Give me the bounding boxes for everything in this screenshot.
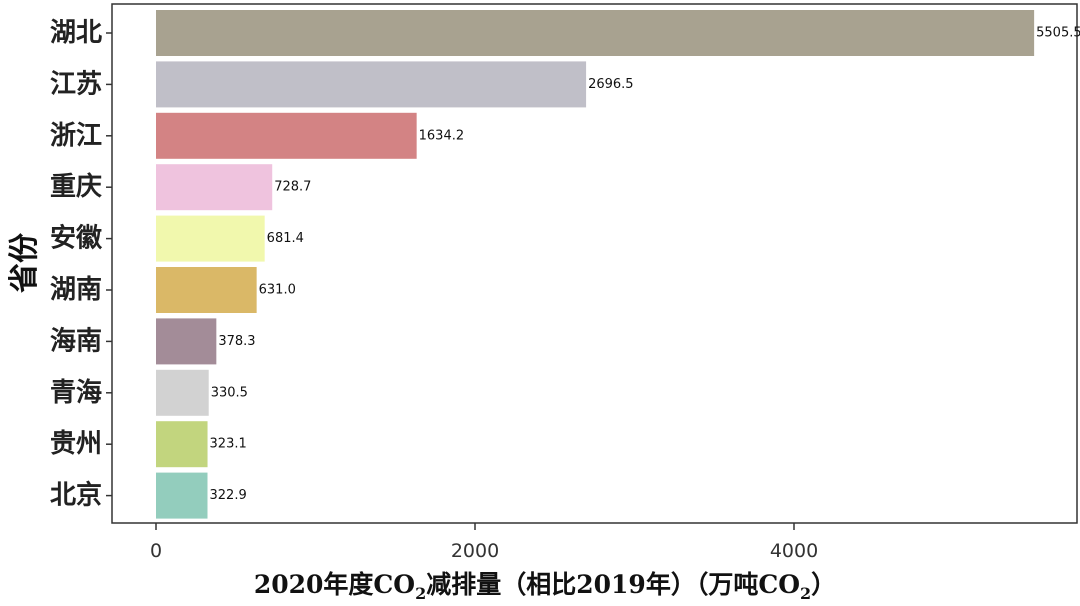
category-label: 湖南	[50, 275, 102, 305]
data-label: 322.9	[210, 488, 247, 503]
bar-6	[156, 267, 257, 313]
category-label: 青海	[50, 378, 102, 408]
x-axis-title-part3: ）	[811, 570, 836, 599]
x-axis-ticks: 0 2000 4000	[150, 523, 818, 562]
bar-5	[156, 215, 265, 262]
data-labels: 5505.5 2696.5 1634.2 728.7 681.4 631.0 378.3 33…	[210, 26, 1080, 504]
category-label: 重庆	[50, 171, 102, 202]
x-tick-label: 4000	[770, 540, 818, 562]
x-axis-title-subscript1: 2	[415, 584, 426, 603]
data-label: 5505.5	[1036, 26, 1080, 41]
data-label: 1634.2	[419, 128, 465, 143]
bar-2	[156, 61, 587, 108]
category-label: 北京	[50, 480, 102, 511]
category-label: 安徽	[50, 224, 103, 254]
bar-4	[156, 164, 273, 211]
x-axis-title-part1: 2020年度CO	[254, 570, 415, 599]
category-label: 海南	[50, 326, 102, 356]
data-label: 2696.5	[588, 77, 634, 92]
x-tick-label: 0	[150, 540, 162, 562]
x-axis-title-subscript2: 2	[800, 584, 811, 603]
data-label: 323.1	[210, 437, 247, 452]
bar-8	[156, 369, 209, 416]
bar-3	[156, 112, 417, 159]
x-tick-label: 2000	[451, 540, 499, 562]
y-axis-title: 省份	[7, 233, 42, 293]
bar-9	[156, 421, 208, 468]
plot-frame	[111, 3, 1078, 524]
category-label: 湖北	[50, 18, 102, 48]
category-label: 江苏	[50, 69, 102, 99]
x-axis-title: 2020年度CO2减排量（相比2019年）（万吨CO2）	[254, 570, 836, 603]
bar-1	[156, 10, 1035, 56]
data-label: 728.7	[274, 180, 311, 195]
data-label: 330.5	[211, 385, 248, 400]
x-axis-title-part2: 减排量（相比2019年）（万吨CO	[426, 570, 800, 599]
category-label: 贵州	[50, 429, 102, 459]
data-label: 631.0	[259, 283, 296, 298]
data-label: 378.3	[218, 334, 255, 349]
bar-10	[156, 472, 208, 519]
category-label: 浙江	[50, 121, 102, 151]
bars-group	[156, 10, 1035, 519]
data-label: 681.4	[267, 231, 304, 246]
bar-7	[156, 318, 217, 365]
